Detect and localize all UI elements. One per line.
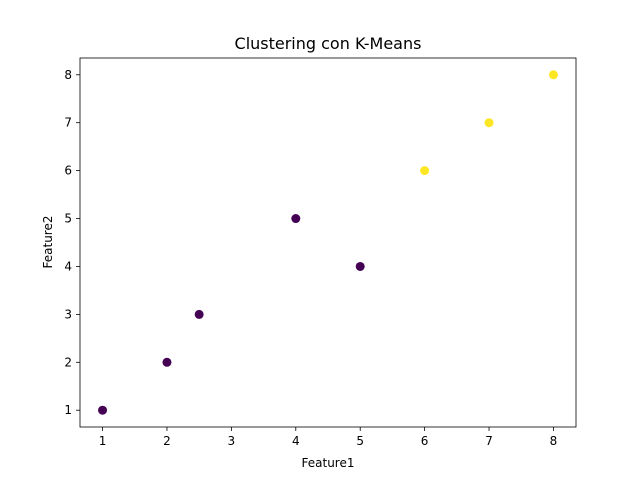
data-point: [355, 261, 365, 271]
y-tick-label: 8: [64, 68, 72, 82]
y-axis-label: Feature2: [41, 216, 55, 269]
data-point: [420, 166, 430, 176]
data-point: [484, 118, 494, 128]
data-point: [548, 70, 558, 80]
y-tick-label: 3: [64, 307, 72, 321]
y-tick-label: 7: [64, 116, 72, 130]
x-tick-label: 3: [228, 434, 236, 448]
x-tick-label: 8: [550, 434, 558, 448]
x-axis-label: Feature1: [302, 456, 355, 470]
data-point: [194, 309, 204, 319]
x-tick-label: 6: [421, 434, 429, 448]
data-point: [98, 405, 108, 415]
y-tick-label: 4: [64, 259, 72, 273]
x-tick-label: 5: [356, 434, 364, 448]
x-tick-label: 7: [485, 434, 493, 448]
plot-area: 1 2 3 4 5 6 7 8 1 2 3 4 5 6 7 8: [64, 57, 577, 448]
y-tick-label: 6: [64, 164, 72, 178]
data-point: [291, 214, 301, 224]
x-tick-label: 2: [163, 434, 171, 448]
data-point: [162, 357, 172, 367]
plot-frame: [79, 57, 577, 428]
y-tick-label: 2: [64, 355, 72, 369]
y-tick-label: 1: [64, 403, 72, 417]
chart-title: Clustering con K-Means: [235, 34, 422, 53]
y-tick-label: 5: [64, 212, 72, 226]
x-tick-label: 4: [292, 434, 300, 448]
x-tick-label: 1: [99, 434, 107, 448]
